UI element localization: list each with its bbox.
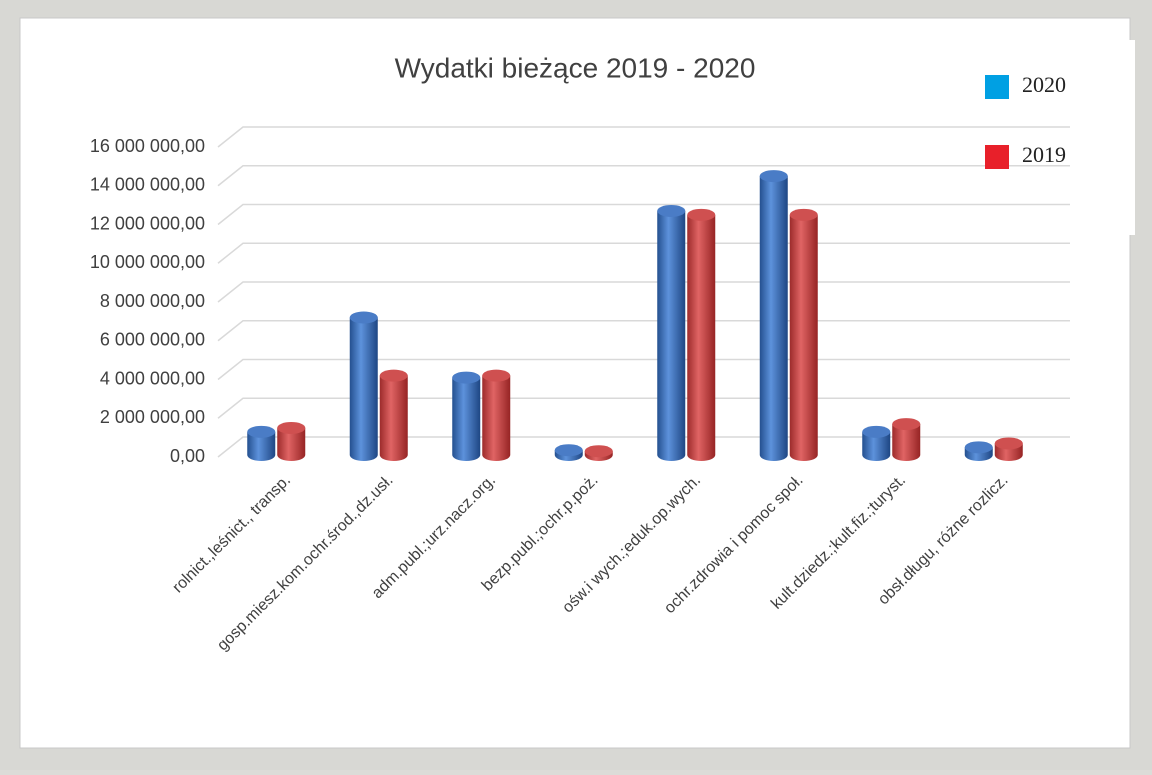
bar-top (482, 369, 511, 382)
bar (452, 371, 481, 461)
bar-body (379, 375, 408, 461)
y-tick-label: 2 000 000,00 (100, 407, 205, 427)
bar-top (892, 418, 921, 431)
chart-title: Wydatki bieżące 2019 - 2020 (395, 52, 756, 83)
bar (482, 369, 511, 461)
bar (994, 437, 1023, 461)
bar-top (862, 425, 891, 438)
legend-swatch (985, 145, 1009, 169)
legend-label: 2020 (1022, 72, 1066, 97)
bar (862, 425, 891, 461)
bar-top (379, 369, 408, 382)
bar-body (277, 427, 306, 461)
y-tick-label: 0,00 (170, 446, 205, 466)
grid-line (217, 203, 1070, 226)
bar-top (452, 371, 481, 384)
bar (892, 418, 921, 461)
bar (964, 441, 993, 461)
legend-swatch (985, 75, 1009, 99)
bar-top (247, 425, 276, 438)
bar (554, 444, 583, 461)
bar-top (657, 204, 686, 217)
bar-top (964, 441, 993, 454)
bar-body (247, 431, 276, 461)
y-tick-label: 14 000 000,00 (90, 175, 205, 195)
bar (657, 204, 686, 461)
bar (379, 369, 408, 461)
bar (349, 311, 378, 461)
bar-top (994, 437, 1023, 450)
bar-top (277, 421, 306, 434)
bar-top (554, 444, 583, 457)
y-tick-label: 4 000 000,00 (100, 368, 205, 388)
bar (759, 170, 788, 461)
bar-top (789, 208, 818, 221)
y-tick-label: 12 000 000,00 (90, 213, 205, 233)
bar-body (892, 424, 921, 461)
grid-line (217, 126, 1070, 148)
bar-body (657, 210, 686, 461)
y-tick-label: 6 000 000,00 (100, 330, 205, 350)
bar-top (687, 208, 716, 221)
legend-box (880, 40, 1135, 235)
legend-label: 2019 (1022, 142, 1066, 167)
bar-top (759, 170, 788, 183)
bar (687, 208, 716, 461)
bar-body (789, 214, 818, 461)
bar-body (482, 375, 511, 461)
bar (247, 425, 276, 461)
bar-body (862, 431, 891, 461)
bar (789, 208, 818, 461)
bar-body (759, 176, 788, 461)
bar-top (584, 445, 613, 458)
bar-body (349, 317, 378, 461)
bar (584, 445, 613, 461)
y-tick-label: 8 000 000,00 (100, 291, 205, 311)
bar-body (452, 377, 481, 461)
bar-top (349, 311, 378, 324)
grid-line (217, 165, 1070, 187)
bar (277, 421, 306, 461)
y-tick-label: 10 000 000,00 (90, 252, 205, 272)
y-tick-label: 16 000 000,00 (90, 136, 205, 156)
bar-body (687, 214, 716, 461)
